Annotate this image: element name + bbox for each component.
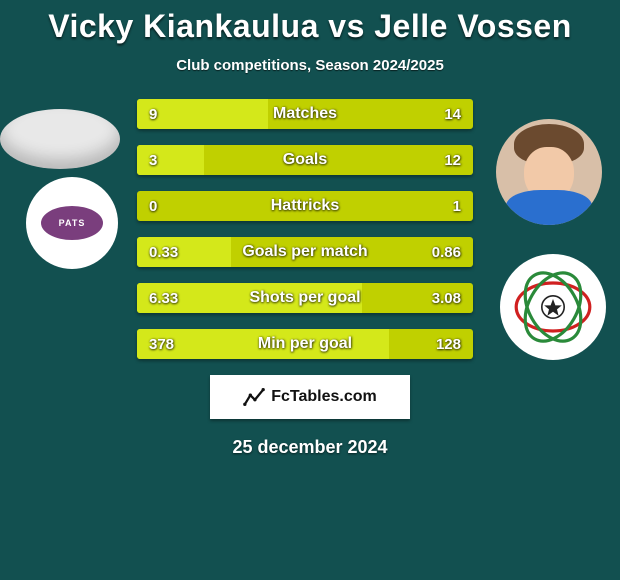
stat-bars: 9Matches14 3Goals12 0Hattricks1 0.33Goals p… xyxy=(137,99,473,359)
player1-avatar xyxy=(0,109,120,169)
stat-right-value: 12 xyxy=(432,145,473,175)
stat-right-value: 1 xyxy=(441,191,473,221)
stat-row: 6.33Shots per goal3.08 xyxy=(137,283,473,313)
comparison-content: PATS 9Matches14 3Goals12 0Hattricks1 0.33Go… xyxy=(0,99,620,359)
subtitle: Club competitions, Season 2024/2025 xyxy=(0,57,620,74)
player1-name: Vicky Kiankaulua xyxy=(48,8,319,44)
stat-right-value: 14 xyxy=(432,99,473,129)
player1-club-text: PATS xyxy=(38,203,106,243)
stat-label: Hattricks xyxy=(137,191,473,221)
stat-right-value: 3.08 xyxy=(420,283,473,313)
player2-avatar xyxy=(496,119,602,225)
footer-attribution: FcTables.com xyxy=(210,375,410,419)
stat-label: Min per goal xyxy=(137,329,473,359)
stat-row: 0.33Goals per match0.86 xyxy=(137,237,473,267)
footer-label: FcTables.com xyxy=(271,388,377,406)
chart-icon xyxy=(243,386,265,408)
stat-row: 378Min per goal128 xyxy=(137,329,473,359)
stat-row: 3Goals12 xyxy=(137,145,473,175)
stat-right-value: 0.86 xyxy=(420,237,473,267)
vs-text: vs xyxy=(328,8,365,44)
date: 25 december 2024 xyxy=(0,437,620,458)
club-logo-icon xyxy=(513,267,593,347)
stat-row: 0Hattricks1 xyxy=(137,191,473,221)
player1-club-badge: PATS xyxy=(26,177,118,269)
stat-label: Goals xyxy=(137,145,473,175)
stat-label: Matches xyxy=(137,99,473,129)
stat-row: 9Matches14 xyxy=(137,99,473,129)
player2-name: Jelle Vossen xyxy=(374,8,572,44)
player2-club-badge xyxy=(500,254,606,360)
stat-right-value: 128 xyxy=(424,329,473,359)
comparison-title: Vicky Kiankaulua vs Jelle Vossen xyxy=(0,0,620,45)
